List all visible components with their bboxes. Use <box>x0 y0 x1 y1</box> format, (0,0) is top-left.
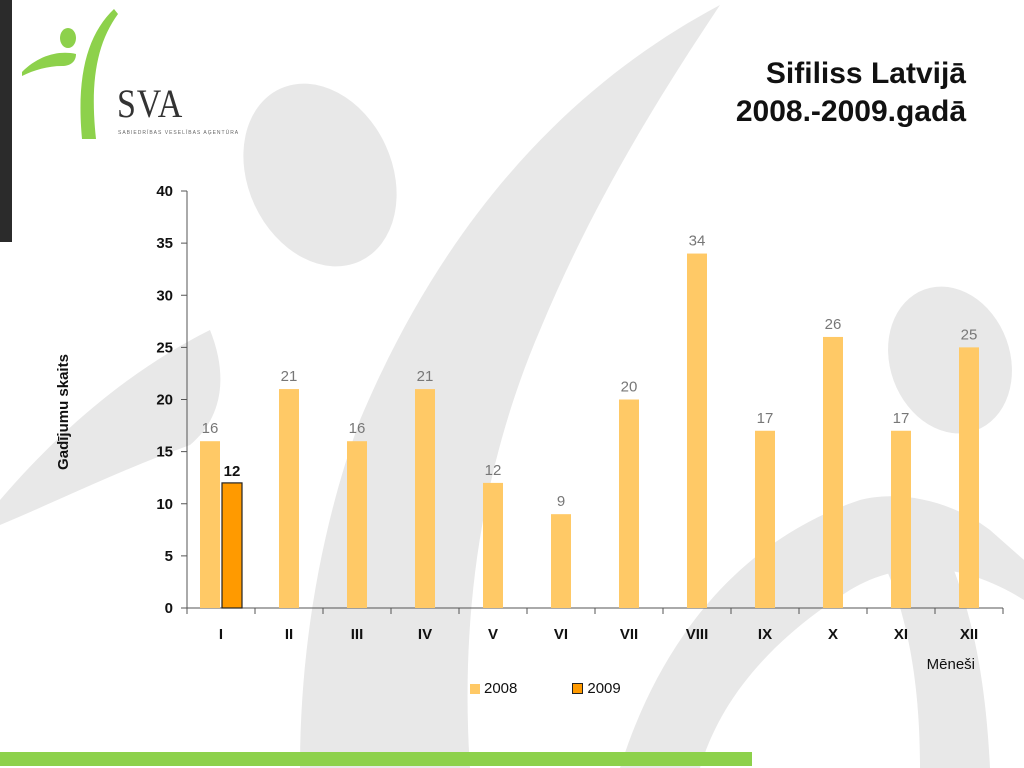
x-tick-label-IX: IX <box>758 626 772 643</box>
chart-labels: 0 5 10 15 20 25 30 35 40 16 12 I 21 II 16 III 21 IV 12 V 9 VI… <box>156 183 978 643</box>
legend-label-2008: 2008 <box>484 680 518 697</box>
legend-swatch-2008 <box>470 683 480 694</box>
logo-subtitle: SABIEDRĪBAS VESELĪBAS AĢENTŪRA <box>118 130 240 136</box>
data-label-2008-III: 16 <box>349 420 366 437</box>
data-label-2009-I: 12 <box>224 463 241 480</box>
x-tick-label-I: I <box>219 626 223 643</box>
bar-2008-X <box>823 336 843 608</box>
x-tick-label-VIII: VIII <box>686 626 709 643</box>
bar-2008-XII <box>959 347 979 608</box>
data-label-2008-VIII: 34 <box>689 233 706 250</box>
y-tick-label: 20 <box>156 392 173 409</box>
legend-item-2009: 2009 <box>572 680 621 697</box>
bar-2008-II <box>279 389 299 608</box>
legend-item-2008: 2008 <box>470 680 517 697</box>
y-tick-label: 30 <box>156 287 173 304</box>
y-axis-label: Gadījumu skaits <box>55 354 72 470</box>
x-tick-label-XI: XI <box>894 626 908 643</box>
bar-2008-IX <box>755 430 775 608</box>
logo-text: SVA <box>117 81 184 126</box>
bar-2008-XI <box>891 430 911 608</box>
bar-2008-IV <box>415 389 435 608</box>
background-figure-body <box>300 5 720 768</box>
data-label-2008-IV: 21 <box>417 368 434 385</box>
bar-2008-I <box>200 441 220 608</box>
bottom-accent-bar <box>0 752 752 766</box>
data-label-2008-IX: 17 <box>757 410 774 427</box>
y-tick-label: 35 <box>156 235 173 252</box>
data-label-2008-X: 26 <box>825 316 842 333</box>
bar-2008-VIII <box>687 253 707 609</box>
x-axis-label: Mēneši <box>927 656 975 673</box>
data-label-2008-V: 12 <box>485 462 502 479</box>
data-label-2008-XI: 17 <box>893 410 910 427</box>
x-tick-label-IV: IV <box>418 626 432 643</box>
y-tick-label: 10 <box>156 496 173 513</box>
data-label-2008-VI: 9 <box>557 493 565 510</box>
y-tick-label: 0 <box>165 600 173 617</box>
data-label-2008-XII: 25 <box>961 326 978 343</box>
x-tick-label-XII: XII <box>960 626 978 643</box>
x-tick-label-III: III <box>351 626 364 643</box>
y-tick-label: 5 <box>165 548 173 565</box>
x-tick-label-VII: VII <box>620 626 638 643</box>
data-label-2008-VII: 20 <box>621 379 638 396</box>
background-figure-head-right <box>888 286 1012 434</box>
y-tick-label: 40 <box>156 183 173 200</box>
page-title: Sifiliss Latvijā 2008.-2009.gadā <box>736 55 966 131</box>
bar-2008-VI <box>551 514 571 608</box>
chart-legend: 2008 2009 <box>470 680 621 697</box>
chart-axes <box>181 190 1004 614</box>
bar-2008-VII <box>619 399 639 608</box>
chart-bars <box>200 253 979 609</box>
background-figure-arm <box>0 330 221 525</box>
bar-2008-V <box>483 482 503 608</box>
legend-swatch-2009 <box>572 683 584 694</box>
x-tick-label-X: X <box>828 626 838 643</box>
logo-figure-icon <box>22 9 118 139</box>
title-line-1: Sifiliss Latvijā <box>765 57 966 90</box>
x-tick-label-V: V <box>488 626 498 643</box>
title-line-2: 2008.-2009.gadā <box>735 95 966 128</box>
data-label-2008-I: 16 <box>202 420 219 437</box>
x-tick-label-II: II <box>285 626 293 643</box>
bar-2008-III <box>347 441 367 608</box>
y-tick-label: 15 <box>156 444 173 461</box>
x-tick-label-VI: VI <box>554 626 568 643</box>
sva-logo <box>18 4 258 146</box>
data-label-2008-II: 21 <box>281 368 298 385</box>
left-accent-bar <box>0 0 12 242</box>
background-figure-head <box>243 83 397 267</box>
y-tick-label: 25 <box>156 339 173 356</box>
bar-2009-I <box>221 482 243 609</box>
legend-label-2009: 2009 <box>587 680 621 697</box>
